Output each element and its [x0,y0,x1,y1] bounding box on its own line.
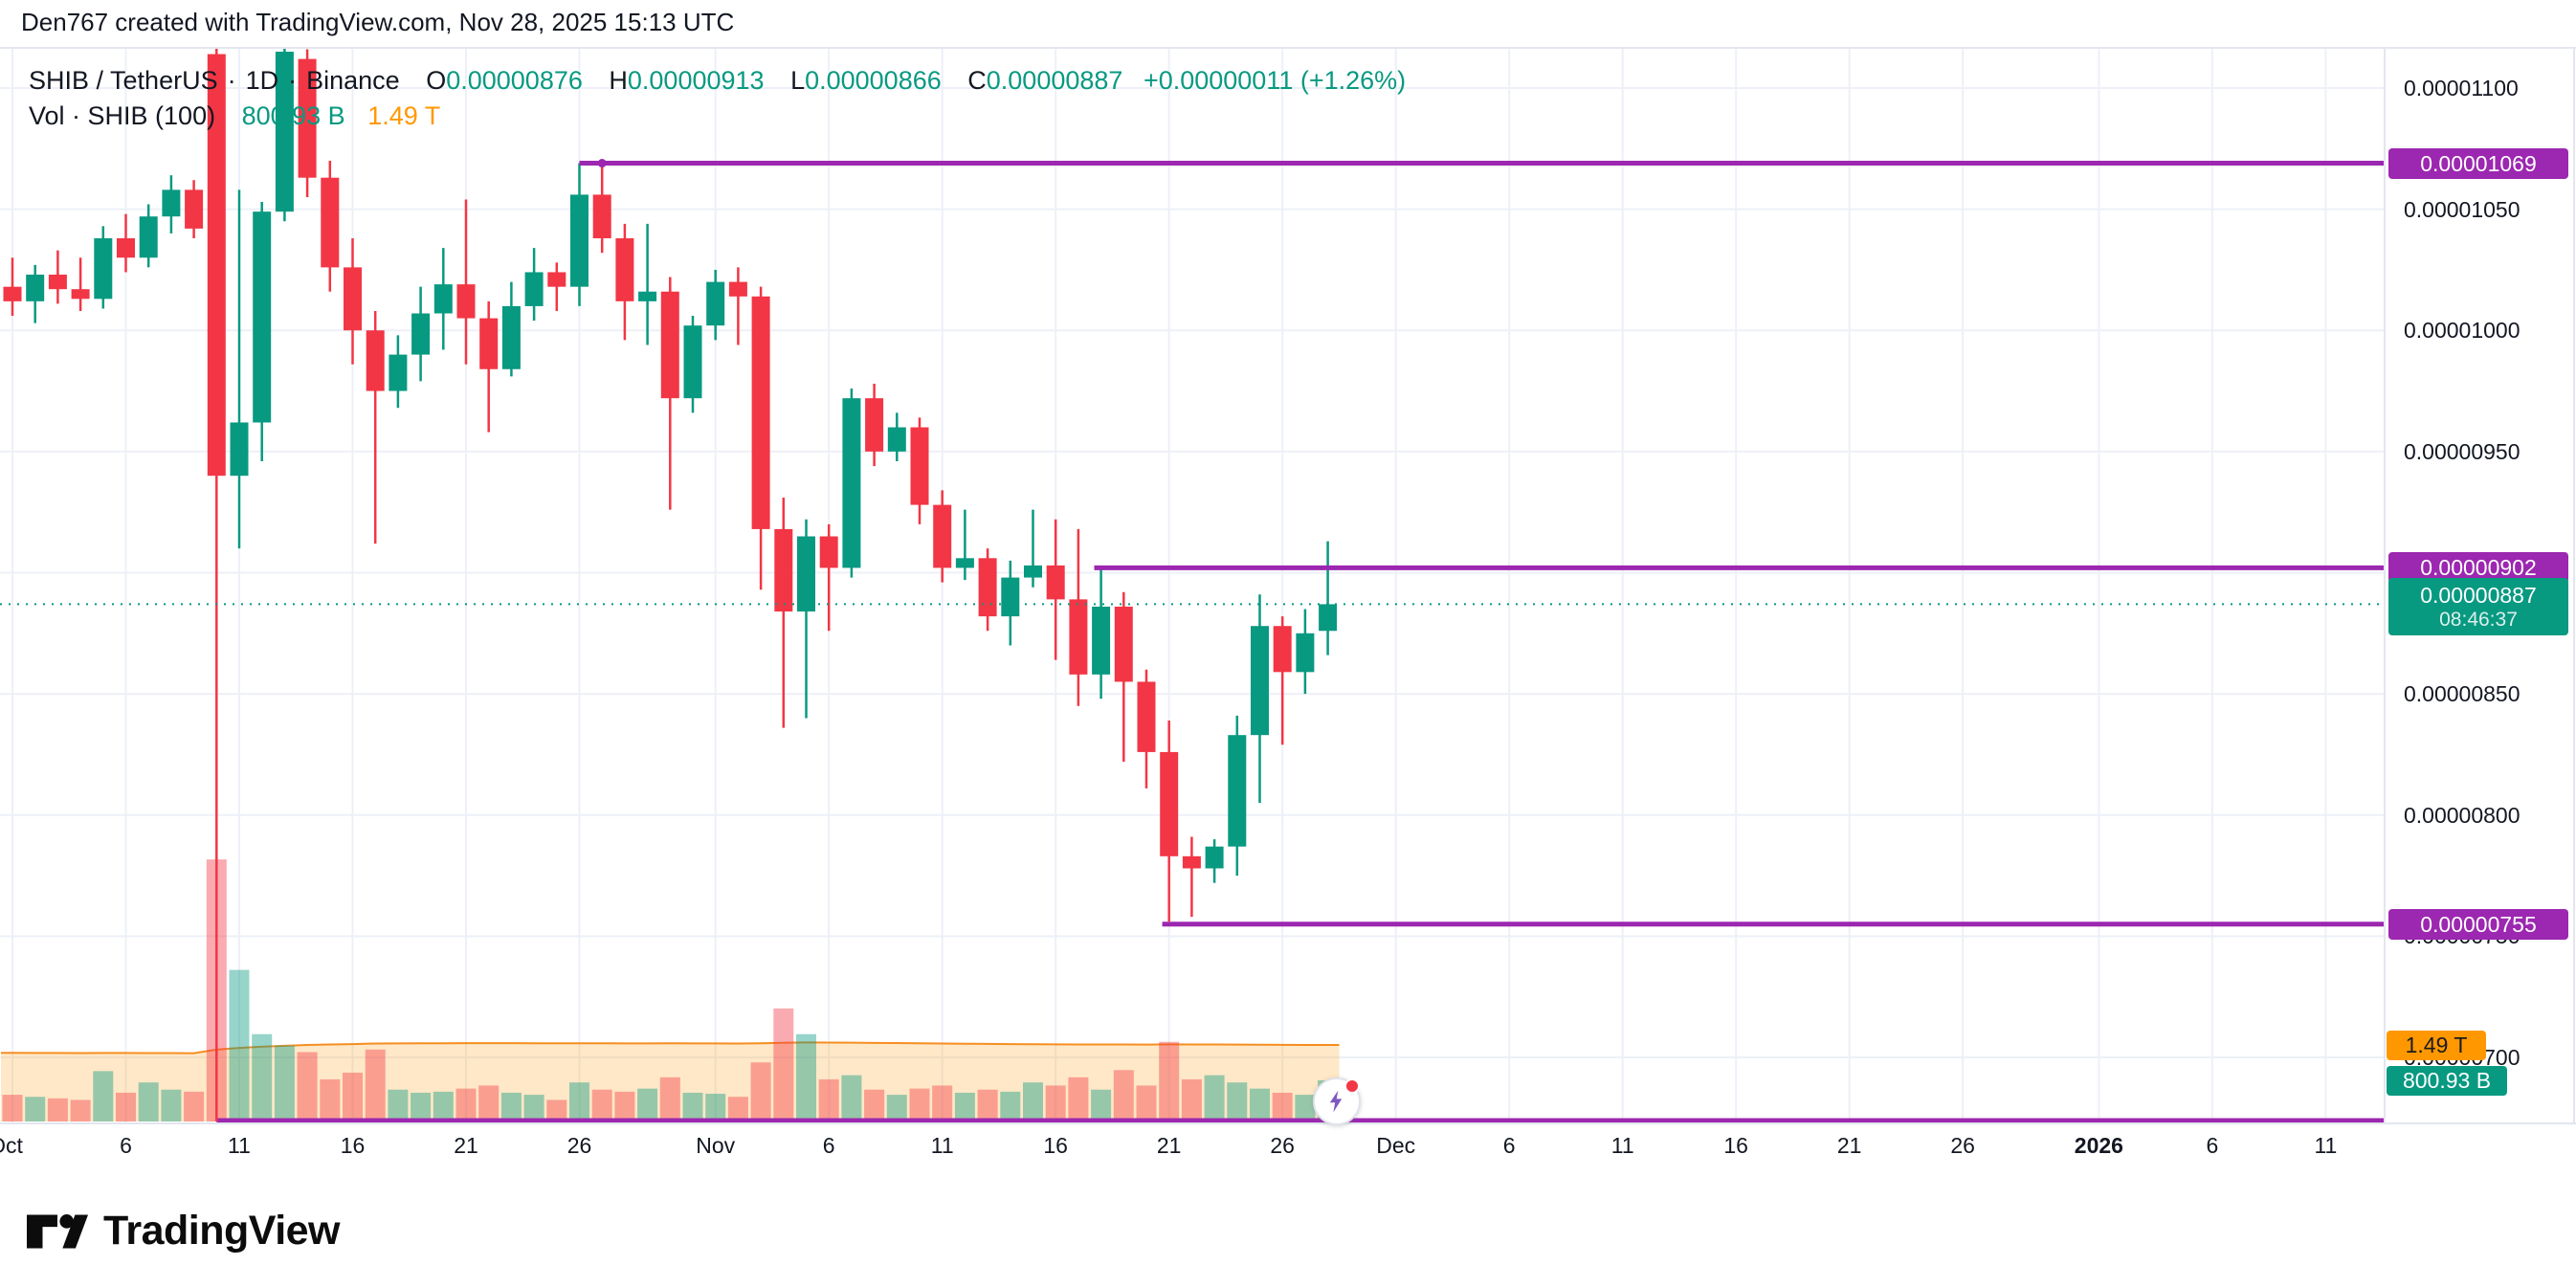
time-tick-label: 16 [1723,1133,1748,1158]
footer: TradingView [27,1208,341,1255]
price-tick-label: 0.00001000 [2404,318,2520,344]
volume-current-badge: 800.93 B [2387,1065,2507,1096]
current-price-value: 0.00000887 [2420,583,2537,608]
high-prefix: H [609,66,628,95]
time-tick-label: 6 [120,1133,132,1158]
open-field: O0.00000876 [426,66,583,95]
close-field: C0.00000887 [967,66,1122,95]
time-tick-label: Nov [696,1133,736,1158]
low-value: 0.00000866 [805,66,942,95]
price-tick-label: 0.00001100 [2404,76,2519,100]
volume-ma-badge: 1.49 T [2387,1030,2486,1060]
price-tick-label: 0.00000950 [2404,438,2520,464]
time-tick-label: 11 [1610,1133,1634,1158]
time-tick-label: 6 [822,1133,835,1158]
time-tick-label: 26 [1270,1133,1295,1158]
volume-current-value: 800.93 B [241,101,345,130]
open-value: 0.00000876 [446,66,583,95]
price-tick-label: 0.00000850 [2404,681,2520,707]
low-field: L0.00000866 [790,66,942,95]
time-tick-label: Oct [0,1133,23,1158]
time-tick-label: 16 [1043,1133,1068,1158]
logo-text[interactable]: TradingView [103,1208,341,1254]
high-field: H0.00000913 [609,66,764,95]
close-value: 0.00000887 [986,66,1123,95]
time-tick-label: 6 [2206,1133,2219,1158]
tradingview-logo[interactable] [27,1210,88,1254]
time-tick-label: 26 [566,1133,592,1158]
bar-countdown: 08:46:37 [2439,609,2518,631]
time-tick-label: 2026 [2074,1133,2123,1158]
high-value: 0.00000913 [627,66,765,95]
time-tick-label: Dec [1376,1133,1416,1158]
current-price-badge: 0.00000887 08:46:37 [2388,578,2568,635]
level-price-badge: 0.00001069 [2388,147,2568,179]
open-prefix: O [426,66,447,95]
time-tick-label: 11 [2314,1133,2338,1158]
lightning-icon [1329,1090,1343,1113]
symbol-row: SHIB / TetherUS · 1D · Binance O0.00000876 H… [29,63,1406,99]
separator: · [288,66,298,95]
time-tick-label: 21 [1836,1133,1862,1158]
volume-ma-value: 1.49 T [367,101,441,130]
symbol-title[interactable]: SHIB / TetherUS [29,66,218,95]
change-value: +0.00000011 (+1.26%) [1143,66,1407,95]
time-tick-label: 21 [1156,1133,1182,1158]
separator: · [227,66,236,95]
volume-indicator-label[interactable]: Vol · SHIB (100) [29,101,216,130]
volume-row: Vol · SHIB (100) 800.93 B 1.49 T [29,99,1406,134]
time-tick-label: 6 [1502,1133,1516,1158]
attribution-text: Den767 created with TradingView.com, Nov… [21,8,735,36]
time-tick-label: 26 [1950,1133,1975,1158]
time-tick-label: 11 [930,1133,954,1158]
close-prefix: C [967,66,987,95]
notification-dot [1344,1078,1360,1094]
price-tick-label: 0.00001050 [2404,196,2520,222]
chart-legend: SHIB / TetherUS · 1D · Binance O0.00000876 H… [29,63,1406,134]
time-tick-label: 21 [454,1133,478,1158]
boost-flash-button[interactable] [1313,1077,1361,1125]
interval-label[interactable]: 1D [245,66,279,95]
time-tick-label: 11 [228,1133,251,1158]
exchange-label: Binance [306,66,400,95]
time-tick-label: 16 [340,1133,366,1158]
low-prefix: L [790,66,806,95]
level-price-badge: 0.00000755 [2388,908,2568,940]
price-tick-label: 0.00000800 [2404,802,2520,828]
